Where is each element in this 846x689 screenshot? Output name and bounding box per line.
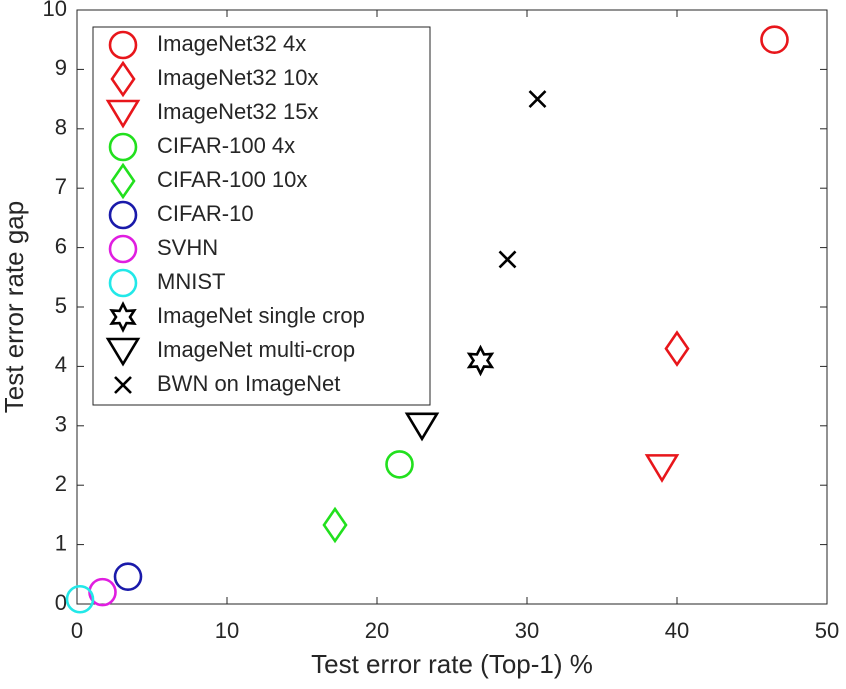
y-tick-label: 6: [55, 233, 67, 258]
legend-marker: [108, 234, 138, 264]
point: [65, 584, 95, 614]
y-tick-label: 0: [55, 590, 67, 615]
legend-label: CIFAR-10: [157, 201, 254, 226]
y-tick-label: 2: [55, 471, 67, 496]
x-tick-label: 30: [515, 618, 539, 643]
legend-marker: [108, 268, 138, 298]
legend-marker: [108, 30, 138, 60]
legend-label: MNIST: [157, 269, 225, 294]
y-tick-label: 9: [55, 55, 67, 80]
legend-marker: [105, 99, 141, 129]
legend-label: ImageNet single crop: [157, 303, 365, 328]
y-tick-label: 3: [55, 412, 67, 437]
legend-label: ImageNet32 15x: [157, 99, 318, 124]
x-tick-label: 40: [665, 618, 689, 643]
legend-label: CIFAR-100 10x: [157, 167, 307, 192]
point: [528, 90, 547, 109]
point: [664, 330, 690, 367]
point: [385, 450, 414, 479]
y-tick-label: 7: [55, 174, 67, 199]
x-tick-label: 50: [815, 618, 839, 643]
point: [498, 250, 517, 269]
legend-label: CIFAR-100 4x: [157, 133, 295, 158]
x-tick-label: 20: [365, 618, 389, 643]
point: [466, 344, 495, 377]
x-tick-label: 0: [71, 618, 83, 643]
y-axis-label: Test error rate gap: [0, 201, 29, 413]
legend-label: ImageNet multi-crop: [157, 337, 355, 362]
legend-marker: [110, 60, 136, 98]
legend-marker: [108, 132, 138, 162]
legend-marker: [114, 376, 132, 394]
legend-marker: [105, 337, 141, 367]
x-axis-label: Test error rate (Top-1) %: [311, 649, 593, 679]
y-tick-label: 4: [55, 352, 67, 377]
point: [322, 506, 348, 544]
point: [113, 562, 143, 591]
y-tick-label: 5: [55, 293, 67, 318]
legend-box: [92, 26, 431, 406]
legend-marker: [110, 162, 136, 200]
legend-marker: [108, 200, 138, 230]
y-tick-label: 1: [55, 530, 67, 555]
y-tick-label: 8: [55, 115, 67, 140]
point: [404, 412, 440, 442]
legend-marker: [109, 301, 137, 333]
point: [760, 25, 789, 55]
legend-label: BWN on ImageNet: [157, 371, 340, 396]
legend-label: ImageNet32 10x: [157, 65, 318, 90]
x-tick-label: 10: [215, 618, 239, 643]
y-tick-label: 10: [43, 0, 67, 21]
legend-label: SVHN: [157, 235, 218, 260]
point: [644, 454, 680, 483]
legend-label: ImageNet32 4x: [157, 31, 306, 56]
